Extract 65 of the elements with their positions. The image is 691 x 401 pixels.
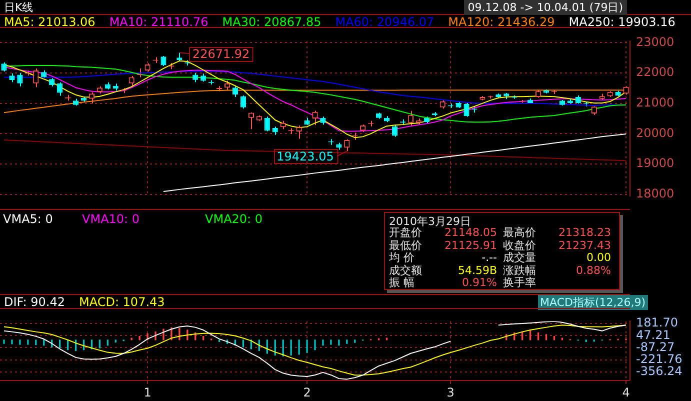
text: MA120: 21436.29 xyxy=(448,15,555,29)
text: 21148.05 xyxy=(444,226,497,240)
y-tick-label: -356.24 xyxy=(636,364,682,378)
candlestick xyxy=(88,92,94,104)
y-tick-label: -221.76 xyxy=(636,352,682,366)
text: MA250: 19903.16 xyxy=(568,15,676,29)
text: MA30: 20867.85 xyxy=(222,15,322,29)
series-label: DIF: 90.42 xyxy=(4,295,65,309)
chart-title: 日K线 xyxy=(4,0,34,15)
text: 21237.43 xyxy=(558,238,611,252)
annotation: 19423.05 xyxy=(276,149,334,164)
y-tick-label: 19000 xyxy=(636,156,674,170)
candlestick xyxy=(57,82,63,96)
x-tick-label: 1 xyxy=(144,385,152,400)
y-tick-label: 22000 xyxy=(636,65,674,80)
text: 0.88% xyxy=(575,264,611,277)
candlestick xyxy=(248,112,254,130)
text: MA10: 21110.76 xyxy=(109,15,208,29)
text: 振 幅 xyxy=(389,276,416,290)
candlestick xyxy=(128,76,134,86)
candlestick xyxy=(17,72,23,87)
candlestick xyxy=(192,72,198,83)
y-tick-label: 47.21 xyxy=(636,328,670,342)
chart-title: MACD指标(12,26,9) xyxy=(538,295,648,310)
text: 均 价 xyxy=(389,251,416,264)
text: 涨跌幅 xyxy=(503,264,537,276)
text: 换手率 xyxy=(503,276,537,290)
y-tick-label: 181.70 xyxy=(636,316,678,330)
text: 开盘价 xyxy=(389,226,422,240)
text: 21125.91 xyxy=(444,238,497,252)
candlestick xyxy=(392,124,398,138)
candlestick xyxy=(240,94,246,109)
text: VMA5: 0 xyxy=(3,212,53,226)
text: MA60: 20946.07 xyxy=(335,15,434,29)
y-tick-label: 20000 xyxy=(636,126,674,140)
y-tick-label: -87.27 xyxy=(636,340,675,354)
candlestick xyxy=(312,110,318,126)
text: VMA10: 0 xyxy=(82,212,140,226)
text: 最高价 xyxy=(503,226,537,240)
text: 成交量 xyxy=(503,251,537,264)
y-tick-label: 23000 xyxy=(636,34,674,49)
candlestick xyxy=(33,68,39,88)
text: 0.00 xyxy=(586,251,611,264)
text: 2010年3月29日 xyxy=(389,214,471,228)
text: MA5: 21013.06 xyxy=(4,15,96,29)
text: 54.59B xyxy=(456,264,497,277)
text: 最低价 xyxy=(389,238,423,252)
y-tick-label: 18000 xyxy=(636,186,674,200)
chart-subtitle: 09.12.08 -> 10.04.01 (79日) xyxy=(464,0,627,15)
x-tick-label: 2 xyxy=(303,385,311,400)
annotation: 22671.92 xyxy=(192,46,250,61)
candlestick xyxy=(1,62,7,72)
text: VMA20: 0 xyxy=(205,212,263,226)
text: -.-- xyxy=(480,251,497,264)
candlestick xyxy=(464,102,470,118)
text: 收盘价 xyxy=(503,238,537,252)
candlestick xyxy=(264,116,270,132)
candlestick xyxy=(296,124,302,140)
text: 成交额 xyxy=(389,264,423,277)
x-tick-label: 4 xyxy=(622,385,630,400)
text: 21318.23 xyxy=(558,226,611,240)
x-tick-label: 3 xyxy=(446,385,454,400)
text: 0.91% xyxy=(461,276,497,290)
text: MACD: 107.43 xyxy=(78,295,165,309)
y-tick-label: 21000 xyxy=(636,95,674,110)
